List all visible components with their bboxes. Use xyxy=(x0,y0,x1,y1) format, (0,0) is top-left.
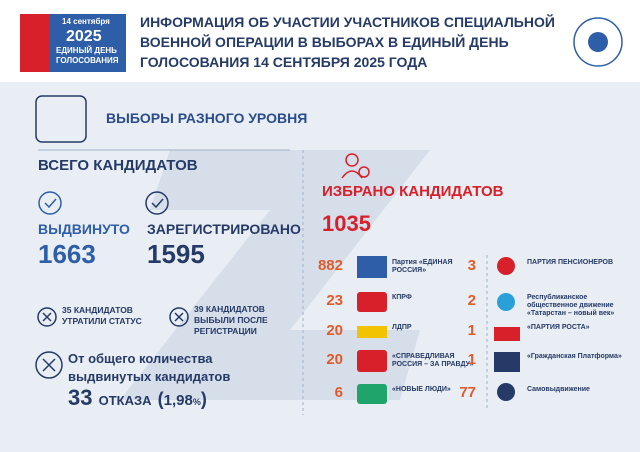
total-label: ВСЕГО КАНДИДАТОВ xyxy=(38,157,198,174)
ballot-icon xyxy=(35,95,87,143)
check-icon xyxy=(38,191,62,215)
title-line: ВОЕННОЙ ОПЕРАЦИИ В ВЫБОРАХ В ЕДИНЫЙ ДЕНЬ xyxy=(140,34,509,50)
title-line: ГОЛОСОВАНИЯ 14 СЕНТЯБРЯ 2025 ГОДА xyxy=(140,54,428,70)
check-icon xyxy=(151,198,164,209)
party-name: КПРФ xyxy=(392,294,412,301)
party-name: «ПАРТИЯ РОСТА» xyxy=(527,324,590,331)
party-logos xyxy=(357,256,520,404)
note: 39 КАНДИДАТОВ xyxy=(194,304,265,314)
refusal-paren: ( xyxy=(157,389,164,409)
party-seats: 23 xyxy=(326,292,343,309)
refusal-word: ОТКАЗА xyxy=(98,393,152,408)
emblem-core xyxy=(588,32,608,52)
section-title: ВЫБОРЫ РАЗНОГО УРОВНЯ xyxy=(106,110,308,126)
logo-accent xyxy=(20,14,50,72)
party-name: ПАРТИЯ ПЕНСИОНЕРОВ xyxy=(527,259,614,266)
party-name: ЛДПР xyxy=(392,324,412,331)
stat-label: ВЫДВИНУТО xyxy=(38,221,130,237)
party-seats: 1 xyxy=(467,322,476,339)
refusal-count: 33 xyxy=(68,385,93,410)
stat-value: 1595 xyxy=(147,239,205,269)
party-seats: 882 xyxy=(317,257,343,274)
refusal-unit: % xyxy=(192,397,201,407)
party-name: «Гражданская Платформа» xyxy=(527,353,622,360)
title-line: ИНФОРМАЦИЯ ОБ УЧАСТИИ УЧАСТНИКОВ СПЕЦИАЛ… xyxy=(140,14,555,30)
check-icon xyxy=(145,191,169,215)
check-icon xyxy=(44,198,57,209)
party-name: Партия «ЕДИНАЯ РОССИЯ» xyxy=(392,259,453,275)
refusal-text: От общего количества xyxy=(68,351,213,366)
logo-text: 14 сентября xyxy=(62,17,110,26)
party-seats: 2 xyxy=(467,292,476,309)
party-seats: 3 xyxy=(467,257,476,274)
watermark xyxy=(120,150,430,400)
cross-icons xyxy=(35,307,189,379)
party-seats: 1 xyxy=(467,351,476,368)
logo-text: ГОЛОСОВАНИЯ xyxy=(56,56,119,65)
note: ВЫБЫЛИ ПОСЛЕ xyxy=(194,315,268,325)
party-seats: 77 xyxy=(459,384,476,401)
note: УТРАТИЛИ СТАТУС xyxy=(62,316,142,326)
elected-value: 1035 xyxy=(322,211,371,236)
logo-text: ЕДИНЫЙ ДЕНЬ xyxy=(56,46,117,55)
elected-label: ИЗБРАНО КАНДИДАТОВ xyxy=(322,183,504,200)
party-name: «СПРАВЕДЛИВАЯ РОССИЯ – ЗА ПРАВДУ» xyxy=(392,353,474,369)
refusal-text: выдвинутых кандидатов xyxy=(68,369,231,384)
party-name: Республиканское общественное движение «Т… xyxy=(527,294,615,318)
stat-value: 1663 xyxy=(38,239,96,269)
party-seats: 20 xyxy=(326,322,343,339)
refusal-paren: ) xyxy=(200,389,207,409)
party-seats: 20 xyxy=(326,351,343,368)
party-seats: 6 xyxy=(334,384,343,401)
party-name: Самовыдвижение xyxy=(527,386,590,393)
party-name: «НОВЫЕ ЛЮДИ» xyxy=(392,386,451,393)
refusal-line: 33 ОТКАЗА (1,98%) xyxy=(68,385,207,410)
logo-text: 2025 xyxy=(66,28,102,45)
person-icon xyxy=(341,153,370,179)
note: 35 КАНДИДАТОВ xyxy=(62,305,133,315)
refusal-share: 1,98 xyxy=(163,392,193,409)
stat-label: ЗАРЕГИСТРИРОВАНО xyxy=(147,221,301,237)
note: РЕГИСТРАЦИИ xyxy=(194,326,257,336)
